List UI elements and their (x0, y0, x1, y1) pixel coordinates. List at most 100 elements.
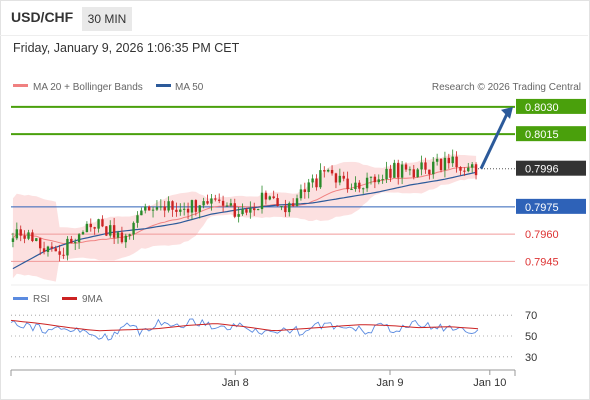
candle (428, 169, 431, 180)
candle (295, 194, 299, 207)
candle (397, 159, 400, 185)
rsi-panel: RSI 9MA 70 50 30 (10, 284, 588, 364)
candle (136, 211, 139, 228)
symbol-title: USD/CHF (11, 9, 74, 25)
candle (116, 230, 120, 244)
candle (140, 207, 143, 216)
candle (194, 199, 198, 216)
candle (101, 215, 104, 228)
level-label-bg-0-8015 (516, 126, 586, 142)
candle (15, 222, 19, 241)
legend-swatch-ma50 (156, 84, 171, 87)
timeframe-button[interactable]: 30 MIN (82, 7, 132, 31)
candle (393, 159, 396, 178)
candle (381, 174, 384, 184)
candle (202, 197, 205, 209)
candle (147, 205, 151, 211)
candle (206, 194, 209, 205)
legend-swatch-rsi (13, 297, 28, 300)
candle (288, 201, 291, 217)
legend-label-9ma: 9MA (82, 294, 103, 305)
rsi-tick-70: 70 (525, 310, 537, 322)
candle (171, 200, 174, 217)
candle (214, 194, 217, 202)
candle (31, 229, 34, 243)
candle (105, 226, 108, 237)
candle (210, 193, 213, 211)
candle (27, 229, 30, 241)
candle (42, 241, 46, 255)
candle (319, 163, 322, 189)
legend-swatch-ma20 (13, 84, 28, 87)
candle (128, 233, 131, 240)
candle (412, 164, 415, 180)
x-tick-label: Jan 8 (222, 377, 249, 389)
candle (74, 238, 77, 250)
candle (66, 236, 69, 261)
candle (245, 207, 248, 216)
legend-label-ma50: MA 50 (175, 82, 204, 93)
candle (233, 198, 236, 219)
candle (120, 226, 124, 244)
candle (474, 162, 478, 180)
candle (400, 161, 404, 185)
candle (144, 203, 147, 214)
candle (447, 153, 451, 169)
candle (358, 180, 361, 193)
bollinger-band (12, 154, 477, 282)
candle (218, 193, 221, 204)
candle (70, 235, 73, 244)
candle (416, 167, 419, 178)
candle (276, 193, 279, 207)
candle (124, 233, 128, 248)
ma20-line (12, 166, 477, 245)
candle (186, 202, 190, 220)
level-label-bg-0-8030 (516, 98, 586, 114)
x-tick-label: Jan 10 (473, 377, 506, 389)
candle (470, 162, 474, 173)
candle (303, 182, 307, 199)
candle (35, 237, 38, 242)
rsi-tick-50: 50 (525, 331, 537, 343)
candle (350, 183, 353, 191)
candle (23, 230, 26, 244)
candle (373, 174, 377, 189)
candle (432, 157, 435, 179)
candle (404, 162, 408, 172)
candle (132, 221, 135, 240)
price-panel: MA 20 + Bollinger Bands MA 50 Research ©… (11, 82, 586, 282)
candle (11, 232, 15, 248)
legend-label-ma20: MA 20 + Bollinger Bands (33, 82, 143, 93)
candle (385, 161, 388, 183)
candle (342, 171, 345, 182)
candle (326, 168, 330, 173)
candle (19, 225, 22, 242)
candle (221, 195, 225, 212)
candle (241, 203, 244, 216)
candle (229, 198, 233, 208)
credit-text: Research © 2026 Trading Central (432, 82, 581, 93)
candle (264, 190, 268, 205)
candle (346, 171, 349, 193)
candle (256, 208, 260, 211)
level-label-bg-0-7975 (516, 198, 586, 214)
candle (237, 207, 240, 223)
candle (167, 196, 170, 213)
candle (249, 201, 252, 219)
rsi-tick-30: 30 (525, 352, 537, 364)
level-label-0-7945: 0.7945 (525, 256, 559, 268)
candle (260, 185, 264, 214)
level-label-0-7975: 0.7975 (525, 202, 559, 214)
rsi-ma-line (10, 319, 479, 332)
x-tick-label: Jan 9 (377, 377, 404, 389)
legend-label-rsi: RSI (33, 294, 50, 305)
ma50-line (12, 171, 477, 270)
candle (467, 162, 470, 173)
candle (424, 157, 427, 174)
rsi-line (10, 318, 479, 341)
candle (463, 167, 466, 176)
legend-swatch-9ma (62, 297, 77, 300)
candle (354, 176, 357, 192)
candle (315, 174, 318, 191)
